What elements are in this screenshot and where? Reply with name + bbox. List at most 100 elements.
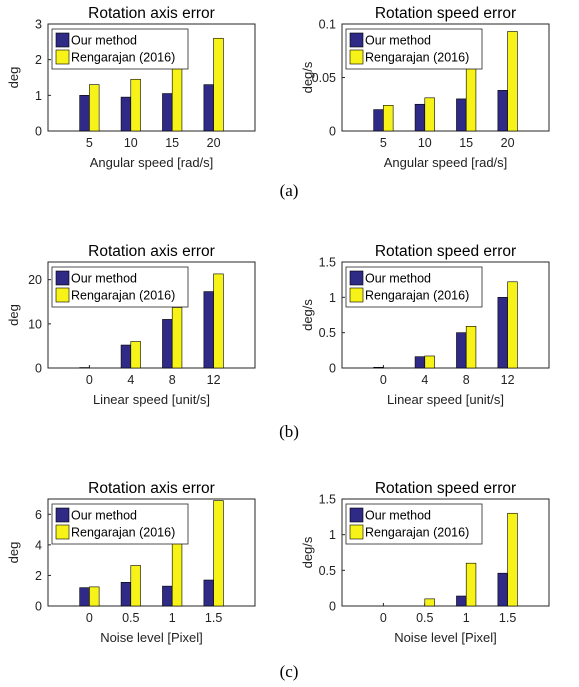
bar-our-method xyxy=(79,587,90,607)
bar-our-method xyxy=(120,582,132,607)
legend-label: Our method xyxy=(71,272,137,286)
bar-our-method xyxy=(120,96,132,132)
legend-swatch-our-method xyxy=(55,270,70,286)
chart-4: Rotation speed error Linear speed [unit/s… xyxy=(300,243,550,407)
legend-label: Our method xyxy=(71,34,137,48)
legend-label: Rengarajan (2016) xyxy=(71,51,175,65)
bar-rengarajan xyxy=(213,500,224,607)
y-tick-label: 0.5 xyxy=(319,326,336,340)
x-tick-label: 15 xyxy=(459,136,473,150)
y-tick-label: 2 xyxy=(35,53,42,67)
legend-box xyxy=(345,28,483,70)
y-tick-label: 2 xyxy=(35,569,42,583)
x-axis-label: Linear speed [unit/s] xyxy=(93,392,210,407)
y-axis-label: deg xyxy=(6,542,21,564)
chart-1: Rotation axis error Angular speed [rad/s]… xyxy=(6,5,256,170)
legend-label: Rengarajan (2016) xyxy=(365,526,469,540)
legend-label: Our method xyxy=(365,34,431,48)
bar-our-method xyxy=(373,366,384,369)
bar-our-method xyxy=(456,595,467,607)
bar-rengarajan xyxy=(171,62,183,132)
y-tick-label: 0 xyxy=(35,125,42,139)
y-tick-label: 0.05 xyxy=(312,71,336,85)
bar-rengarajan xyxy=(89,84,100,132)
y-axis-label: deg/s xyxy=(300,299,315,331)
x-tick-label: 0.5 xyxy=(416,611,433,625)
legend-box xyxy=(345,266,483,308)
bar-rengarajan xyxy=(213,37,224,132)
bar-our-method xyxy=(203,291,214,369)
x-tick-label: 1.5 xyxy=(499,611,516,625)
bar-rengarajan xyxy=(171,535,183,607)
x-tick-label: 5 xyxy=(380,136,387,150)
legend-swatch-rengarajan xyxy=(349,524,364,540)
bar-our-method xyxy=(456,332,467,369)
x-tick-label: 5 xyxy=(86,136,93,150)
x-tick-label: 1 xyxy=(463,611,470,625)
y-axis-label: deg xyxy=(6,304,21,326)
chart-3: Rotation axis error Linear speed [unit/s]… xyxy=(6,243,256,407)
x-tick-label: 0 xyxy=(86,373,93,387)
chart-title: Rotation axis error xyxy=(88,5,215,22)
caption-c: (c) xyxy=(280,662,299,681)
bar-our-method xyxy=(79,95,90,132)
y-tick-label: 0 xyxy=(329,125,336,139)
x-tick-label: 15 xyxy=(165,136,179,150)
x-tick-label: 10 xyxy=(124,136,138,150)
bar-rengarajan xyxy=(89,586,100,607)
y-tick-label: 1 xyxy=(329,291,336,305)
y-axis-label: deg/s xyxy=(300,536,315,568)
x-axis-label: Noise level [Pixel] xyxy=(394,630,497,645)
y-tick-label: 4 xyxy=(35,538,42,552)
bar-our-method xyxy=(162,93,173,132)
x-tick-label: 8 xyxy=(169,373,176,387)
legend-label: Our method xyxy=(365,272,431,286)
bar-rengarajan xyxy=(424,355,435,369)
x-tick-label: 8 xyxy=(463,373,470,387)
y-tick-label: 0 xyxy=(35,600,42,614)
bar-our-method xyxy=(497,572,508,607)
bar-rengarajan xyxy=(507,281,518,369)
legend-box xyxy=(51,28,189,70)
bar-rengarajan xyxy=(130,565,141,607)
x-tick-label: 20 xyxy=(207,136,221,150)
bar-our-method xyxy=(497,297,508,369)
bar-rengarajan xyxy=(130,341,141,369)
y-tick-label: 1 xyxy=(35,89,42,103)
bar-rengarajan xyxy=(465,326,477,369)
x-axis-label: Angular speed [rad/s] xyxy=(384,155,508,170)
x-tick-label: 12 xyxy=(501,373,515,387)
bar-our-method xyxy=(162,585,173,607)
legend-swatch-our-method xyxy=(349,32,364,48)
chart-title: Rotation speed error xyxy=(375,480,516,497)
x-tick-label: 1 xyxy=(169,611,176,625)
y-tick-label: 0.1 xyxy=(319,18,336,32)
x-tick-label: 0 xyxy=(86,611,93,625)
legend: Our method Rengarajan (2016) xyxy=(345,503,483,545)
bar-rengarajan xyxy=(465,66,477,132)
bar-our-method xyxy=(120,344,132,369)
bar-rengarajan xyxy=(213,273,224,369)
bar-our-method xyxy=(203,84,214,132)
bar-rengarajan xyxy=(171,307,183,369)
bar-rengarajan xyxy=(424,97,435,132)
legend-swatch-our-method xyxy=(55,507,70,523)
legend-swatch-our-method xyxy=(349,507,364,523)
legend-label: Rengarajan (2016) xyxy=(71,526,175,540)
x-axis-label: Linear speed [unit/s] xyxy=(387,392,504,407)
x-axis-label: Noise level [Pixel] xyxy=(100,630,203,645)
legend: Our method Rengarajan (2016) xyxy=(51,28,189,70)
x-tick-label: 12 xyxy=(207,373,221,387)
x-tick-label: 4 xyxy=(127,373,134,387)
chart-2: Rotation speed error Angular speed [rad/s… xyxy=(300,5,550,170)
chart-title: Rotation speed error xyxy=(375,243,516,260)
x-axis-label: Angular speed [rad/s] xyxy=(90,155,214,170)
bar-our-method xyxy=(373,109,384,132)
x-tick-label: 0.5 xyxy=(122,611,139,625)
legend-box xyxy=(345,503,483,545)
x-tick-label: 10 xyxy=(418,136,432,150)
chart-title: Rotation axis error xyxy=(88,243,215,260)
legend: Our method Rengarajan (2016) xyxy=(51,266,189,308)
bar-our-method xyxy=(456,98,467,132)
